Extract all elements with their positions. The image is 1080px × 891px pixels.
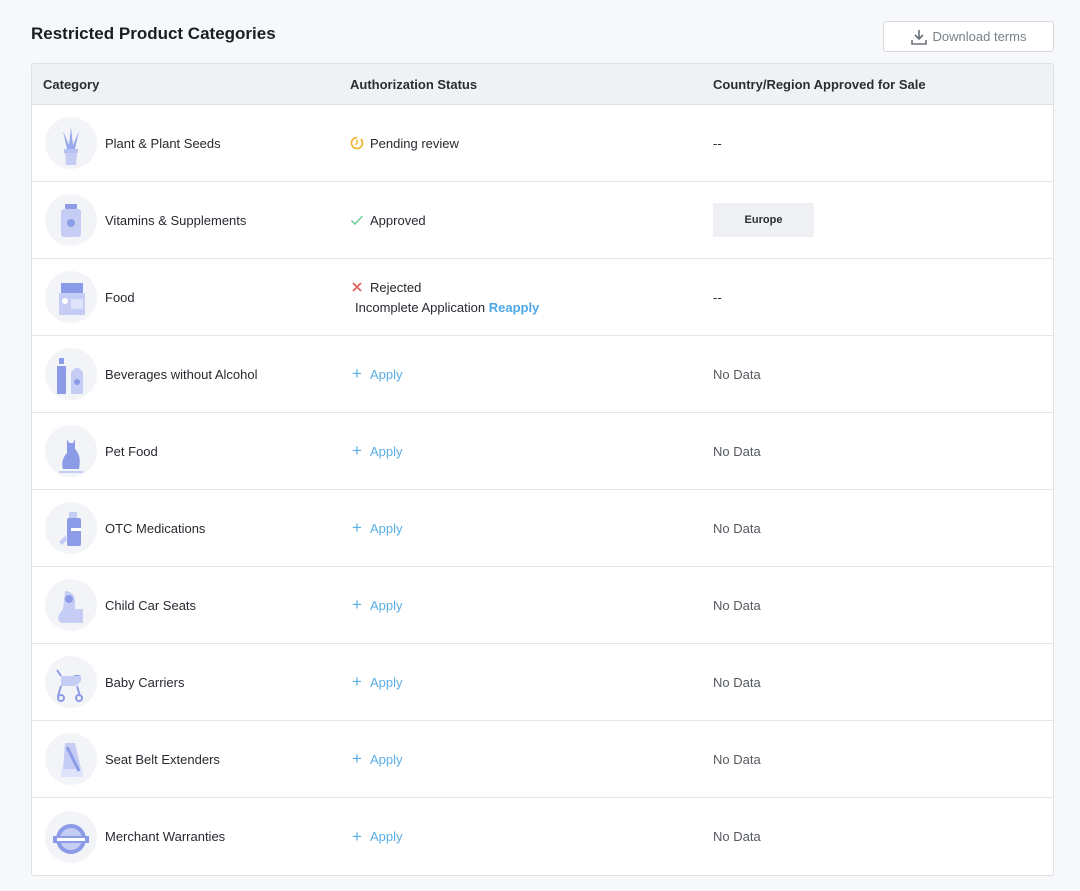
reapply-link[interactable]: Reapply bbox=[488, 299, 540, 315]
plus-icon: + bbox=[352, 672, 362, 691]
region-value: No Data bbox=[713, 674, 761, 690]
category-name: Plant & Plant Seeds bbox=[105, 135, 221, 151]
table-row: Beverages without Alcohol + Apply No Data bbox=[32, 336, 1053, 413]
region-value: No Data bbox=[713, 829, 761, 844]
vitamin-bottle-icon bbox=[45, 194, 97, 246]
apply-button[interactable]: + Apply bbox=[350, 749, 701, 769]
apply-button[interactable]: + Apply bbox=[350, 441, 701, 461]
apply-button[interactable]: + Apply bbox=[350, 595, 701, 615]
apply-button[interactable]: + Apply bbox=[350, 364, 701, 384]
category-name: Food bbox=[105, 289, 135, 305]
region-value: No Data bbox=[713, 366, 761, 382]
plant-icon bbox=[45, 117, 97, 169]
table-row: Pet Food + Apply No Data bbox=[32, 413, 1053, 490]
pending-clock-icon bbox=[350, 136, 364, 150]
plus-icon: + bbox=[352, 826, 362, 846]
category-name: Child Car Seats bbox=[105, 597, 197, 613]
category-name: Vitamins & Supplements bbox=[105, 212, 247, 228]
beverage-icon bbox=[45, 348, 97, 400]
table-row: Merchant Warranties + Apply No Data bbox=[32, 798, 1053, 875]
category-name: Seat Belt Extenders bbox=[105, 751, 220, 767]
category-name: OTC Medications bbox=[105, 520, 206, 536]
check-icon bbox=[350, 215, 364, 226]
apply-button[interactable]: + Apply bbox=[350, 672, 701, 692]
food-icon bbox=[45, 271, 97, 323]
category-name: Merchant Warranties bbox=[105, 829, 226, 844]
table-row: Plant & Plant Seeds Pending review -- bbox=[32, 105, 1053, 182]
column-header-status: Authorization Status bbox=[350, 76, 478, 92]
category-name: Beverages without Alcohol bbox=[105, 366, 258, 382]
region-value: No Data bbox=[713, 751, 761, 767]
category-name: Baby Carriers bbox=[105, 674, 185, 690]
page-title: Restricted Product Categories bbox=[31, 24, 276, 43]
rejected-x-icon bbox=[352, 282, 362, 292]
region-badge: Europe bbox=[713, 203, 814, 237]
table-row: OTC Medications + Apply No Data bbox=[32, 490, 1053, 567]
plus-icon: + bbox=[352, 595, 362, 614]
table-row: Seat Belt Extenders + Apply No Data bbox=[32, 721, 1053, 798]
stroller-icon bbox=[45, 656, 97, 708]
status-rejected: Rejected bbox=[350, 280, 701, 295]
warranty-badge-icon bbox=[45, 810, 97, 863]
plus-icon: + bbox=[352, 441, 362, 460]
region-value: No Data bbox=[713, 443, 761, 459]
table-row: Child Car Seats + Apply No Data bbox=[32, 567, 1053, 644]
seat-belt-icon bbox=[45, 733, 97, 785]
table-row: Baby Carriers + Apply No Data bbox=[32, 644, 1053, 721]
region-value: -- bbox=[713, 289, 722, 305]
plus-icon: + bbox=[352, 518, 362, 537]
download-terms-button[interactable]: Download terms bbox=[883, 21, 1054, 52]
table-row: Vitamins & Supplements Approved Europe bbox=[32, 182, 1053, 259]
download-terms-label: Download terms bbox=[932, 29, 1027, 44]
car-seat-icon bbox=[45, 579, 97, 631]
plus-icon: + bbox=[352, 749, 362, 768]
download-icon bbox=[910, 29, 927, 45]
table-header: Category Authorization Status Country/Re… bbox=[32, 64, 1053, 105]
column-header-region: Country/Region Approved for Sale bbox=[713, 76, 926, 92]
medication-icon bbox=[45, 502, 97, 554]
apply-button[interactable]: + Apply bbox=[350, 518, 701, 538]
plus-icon: + bbox=[352, 364, 362, 383]
status-approved: Approved bbox=[350, 213, 701, 228]
categories-table: Category Authorization Status Country/Re… bbox=[31, 63, 1054, 876]
column-header-category: Category bbox=[43, 76, 100, 92]
table-row: Food Rejected Incomplete Application Reapp… bbox=[32, 259, 1053, 336]
rejection-reason: Incomplete Application Reapply bbox=[355, 299, 540, 315]
apply-button[interactable]: + Apply bbox=[350, 827, 701, 847]
region-value: -- bbox=[713, 135, 722, 151]
status-pending: Pending review bbox=[350, 136, 701, 151]
category-name: Pet Food bbox=[105, 443, 158, 459]
cat-icon bbox=[45, 425, 97, 477]
region-value: No Data bbox=[713, 597, 761, 613]
region-value: No Data bbox=[713, 520, 761, 536]
